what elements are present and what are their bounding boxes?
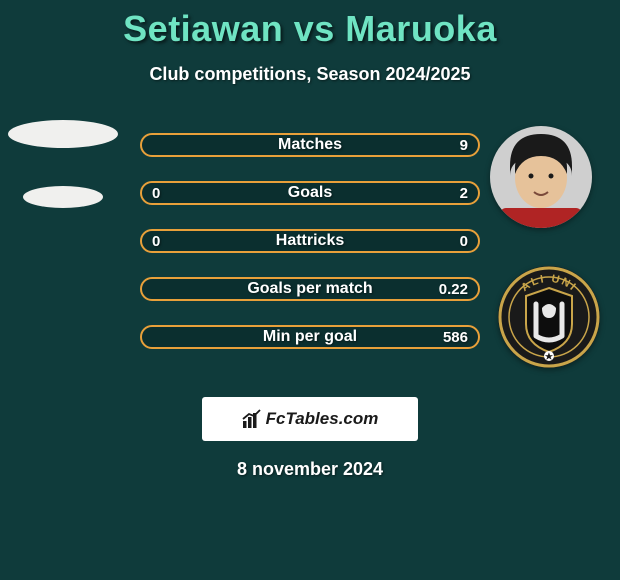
source-label: FcTables.com: [266, 409, 379, 429]
stat-right-value: 9: [428, 137, 468, 154]
stat-label: Matches: [278, 136, 342, 154]
stat-row: 0 Goals 2: [140, 181, 480, 205]
stat-label: Min per goal: [263, 328, 357, 346]
page-title: Setiawan vs Maruoka: [0, 8, 620, 50]
stat-row: Goals per match 0.22: [140, 277, 480, 301]
club-badge: ALI UNI: [498, 266, 600, 368]
subtitle: Club competitions, Season 2024/2025: [0, 64, 620, 85]
left-placeholder-ellipse: [8, 120, 118, 148]
stat-left-value: 0: [152, 185, 192, 202]
stat-row: Matches 9: [140, 133, 480, 157]
comparison-card: Setiawan vs Maruoka Club competitions, S…: [0, 0, 620, 580]
date-label: 8 november 2024: [0, 459, 620, 480]
stat-label: Goals: [288, 184, 332, 202]
stat-row: 0 Hattricks 0: [140, 229, 480, 253]
stat-right-value: 0: [428, 233, 468, 250]
title-vs: vs: [294, 8, 335, 49]
player-avatar: [490, 126, 592, 228]
stat-right-value: 2: [428, 185, 468, 202]
chart-icon: [242, 409, 262, 429]
stat-right-value: 586: [428, 329, 468, 346]
left-placeholder-group: [8, 120, 118, 208]
title-player1: Setiawan: [123, 8, 283, 49]
source-badge: FcTables.com: [202, 397, 418, 441]
stat-row: Min per goal 586: [140, 325, 480, 349]
left-placeholder-ellipse-small: [23, 186, 103, 208]
stat-right-value: 0.22: [428, 281, 468, 298]
stat-label: Goals per match: [247, 280, 372, 298]
stat-label: Hattricks: [276, 232, 344, 250]
stat-left-value: 0: [152, 233, 192, 250]
title-player2: Maruoka: [345, 8, 497, 49]
